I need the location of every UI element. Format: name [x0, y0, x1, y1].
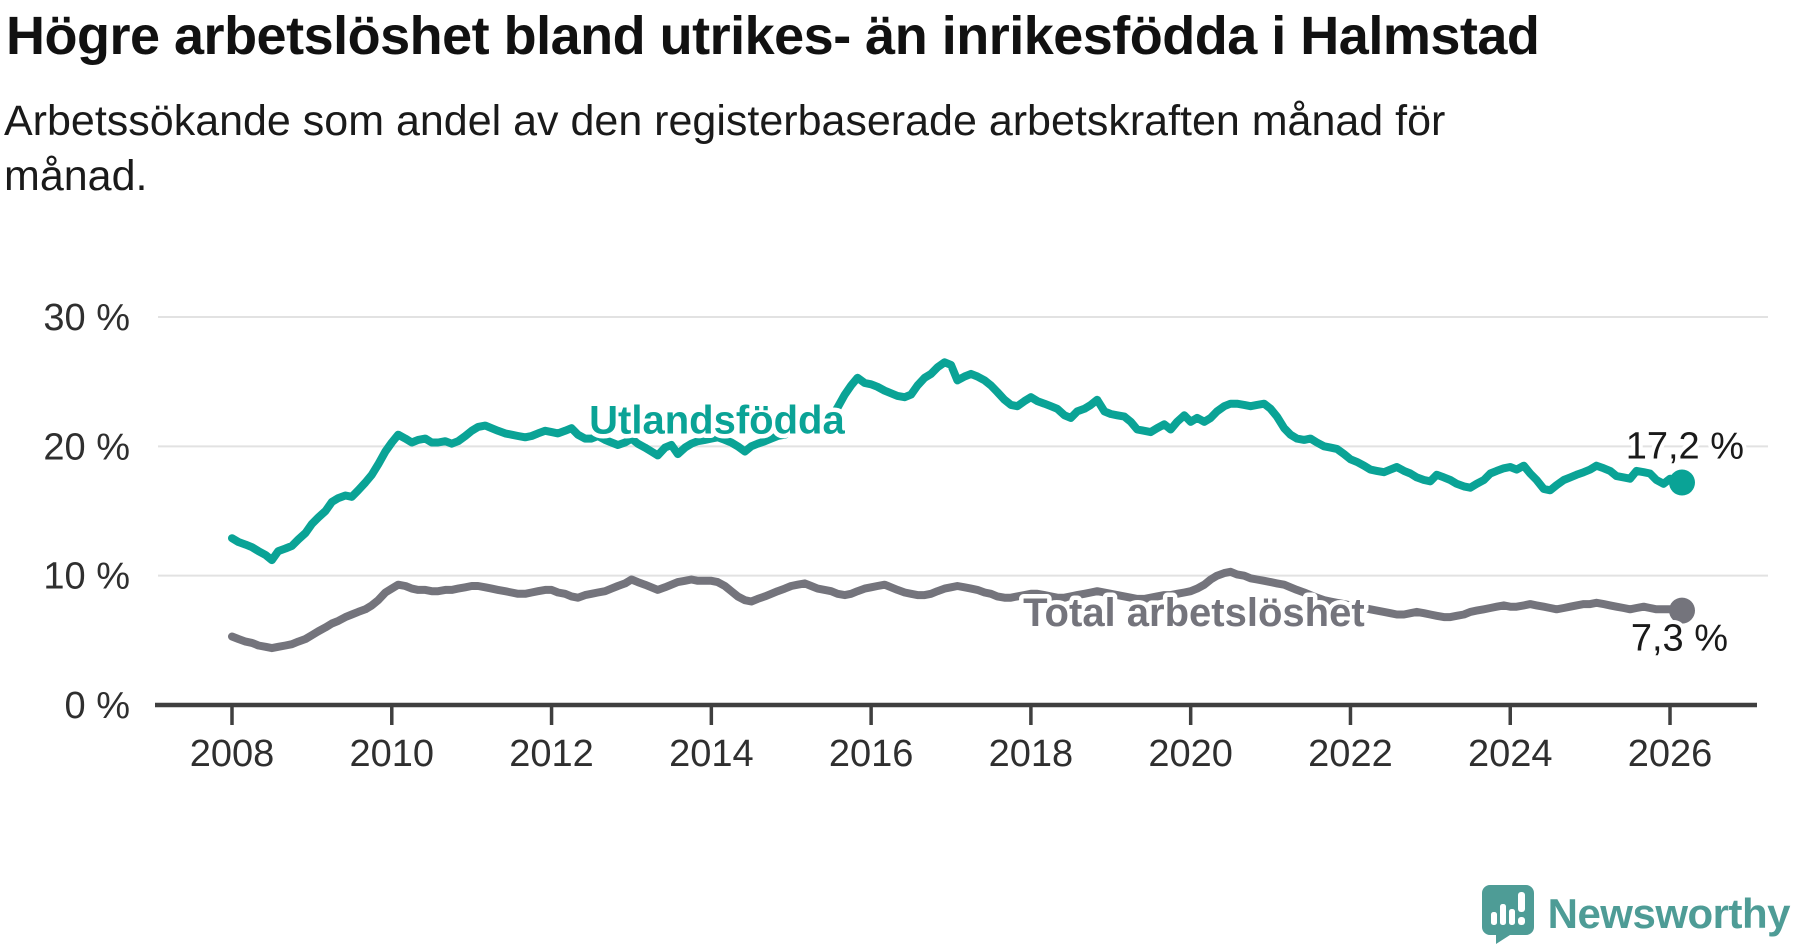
x-axis-label-2016: 2016: [829, 733, 914, 775]
x-axis-label-2024: 2024: [1468, 733, 1553, 775]
logo-bar-medium: [1508, 909, 1515, 925]
series-line-total: [228, 567, 1686, 653]
x-axis-label-2008: 2008: [190, 733, 275, 775]
x-axis-label-2010: 2010: [350, 733, 435, 775]
subtitle-line2: månad.: [4, 151, 148, 200]
x-axis-label-2018: 2018: [989, 733, 1074, 775]
y-axis-label-20: 20 %: [43, 426, 130, 468]
x-axis-label-2012: 2012: [509, 733, 594, 775]
logo-bar-small: [1490, 912, 1497, 925]
logo-exclamation-bar: [1517, 892, 1525, 912]
series-line-utlandsfodda: [228, 358, 1686, 565]
x-axis-label-2022: 2022: [1308, 733, 1393, 775]
y-axis-label-0: 0 %: [65, 685, 130, 727]
series-end-dot-utlandsfodda: [1669, 469, 1696, 496]
x-axis-label-2026: 2026: [1628, 733, 1713, 775]
y-axis-label-30: 30 %: [43, 297, 130, 339]
x-axis-label-2014: 2014: [669, 733, 754, 775]
y-axis-label-10: 10 %: [43, 556, 130, 598]
newsworthy-logo: Newsworthy: [1481, 884, 1791, 944]
x-axis-label-2020: 2020: [1148, 733, 1233, 775]
end-value-label-total: 7,3 %: [1631, 618, 1728, 660]
chart-subtitle: Arbetssökande som andel av den registerb…: [4, 94, 1800, 202]
page-title: Högre arbetslöshet bland utrikes- än inr…: [6, 6, 1540, 66]
series-label-utlandsfodda: Utlandsfödda: [589, 398, 845, 442]
newsworthy-logo-icon: [1481, 885, 1534, 944]
chart-header: Högre arbetslöshet bland utrikes- än inr…: [0, 0, 1800, 203]
series-end-dot-total: [1669, 597, 1696, 624]
end-value-label-utlandsfodda: 17,2 %: [1626, 426, 1744, 468]
newsworthy-logo-text: Newsworthy: [1547, 890, 1791, 937]
logo-exclamation-dot: [1517, 917, 1525, 925]
series-label-total: Total arbetslöshet: [1023, 591, 1365, 635]
subtitle-line1: Arbetssökande som andel av den registerb…: [4, 97, 1446, 146]
logo-bar-tall: [1499, 904, 1506, 925]
